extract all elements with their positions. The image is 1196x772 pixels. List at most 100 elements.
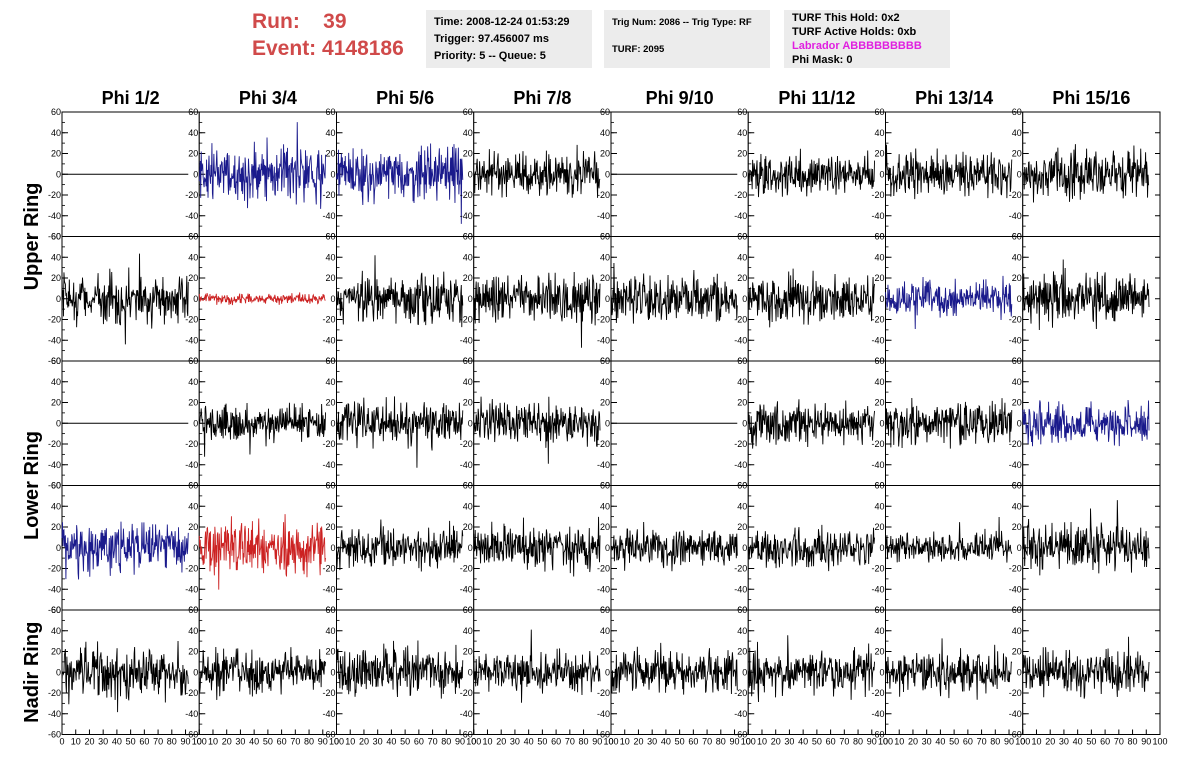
y-tick-label: 40 — [51, 377, 61, 387]
x-tick-label: 0 — [471, 737, 476, 747]
x-tick-label: 60 — [139, 737, 149, 747]
turf-active-holds-text: TURF Active Holds: 0xb — [792, 26, 917, 38]
y-tick-label: -40 — [185, 460, 198, 470]
x-tick-label: 50 — [1086, 737, 1096, 747]
y-tick-label: 20 — [874, 149, 884, 159]
y-tick-label: -40 — [460, 335, 473, 345]
y-tick-label: 20 — [188, 273, 198, 283]
x-tick-label: 70 — [565, 737, 575, 747]
x-tick-label: 70 — [702, 737, 712, 747]
y-tick-label: 60 — [1012, 481, 1022, 491]
y-tick-label: -20 — [871, 439, 884, 449]
y-tick-label: 0 — [605, 543, 610, 553]
y-tick-label: -60 — [48, 232, 61, 242]
y-tick-label: -40 — [597, 584, 610, 594]
y-tick-label: 60 — [737, 232, 747, 242]
y-tick-label: -60 — [48, 356, 61, 366]
x-tick-label: 90 — [1004, 737, 1014, 747]
y-tick-label: 40 — [51, 501, 61, 511]
y-tick-label: 60 — [874, 232, 884, 242]
y-tick-label: 0 — [193, 418, 198, 428]
x-tick-label: 0 — [1020, 737, 1025, 747]
y-tick-label: -40 — [322, 460, 335, 470]
y-tick-label: -20 — [322, 564, 335, 574]
y-tick-label: 40 — [325, 377, 335, 387]
x-tick-label: 90 — [181, 737, 191, 747]
waveform-trace — [885, 144, 1013, 200]
y-tick-label: 40 — [737, 128, 747, 138]
y-tick-label: 20 — [1012, 647, 1022, 657]
y-tick-label: 0 — [1017, 169, 1022, 179]
y-tick-label: -20 — [1009, 190, 1022, 200]
y-tick-label: 40 — [51, 626, 61, 636]
y-tick-label: 20 — [874, 273, 884, 283]
x-tick-label: 80 — [716, 737, 726, 747]
x-tick-label: 60 — [688, 737, 698, 747]
y-tick-label: 60 — [600, 605, 610, 615]
turf-text: TURF: 2095 — [612, 44, 665, 55]
y-tick-label: -40 — [460, 584, 473, 594]
waveform-trace — [747, 268, 875, 328]
y-tick-label: -40 — [322, 211, 335, 221]
y-tick-label: 60 — [600, 232, 610, 242]
waveform-trace — [473, 272, 601, 348]
x-tick-label: 100 — [741, 737, 756, 747]
column-header: Phi 13/14 — [915, 88, 993, 108]
x-tick-label: 20 — [496, 737, 506, 747]
y-tick-label: 0 — [56, 169, 61, 179]
y-tick-label: 40 — [1012, 377, 1022, 387]
y-tick-label: 20 — [600, 522, 610, 532]
y-tick-label: 0 — [330, 294, 335, 304]
y-tick-label: 60 — [51, 356, 61, 366]
waveform-trace — [198, 514, 326, 590]
x-tick-label: 90 — [1141, 737, 1151, 747]
y-tick-label: -40 — [48, 584, 61, 594]
trigger-text: Trigger: 97.456007 ms — [434, 33, 549, 45]
y-tick-label: 0 — [1017, 667, 1022, 677]
y-tick-label: 0 — [193, 543, 198, 553]
y-tick-label: 40 — [600, 252, 610, 262]
waveform-trace — [61, 253, 189, 345]
x-tick-label: 100 — [329, 737, 344, 747]
y-tick-label: 20 — [188, 647, 198, 657]
waveform-trace — [336, 143, 464, 224]
x-tick-label: 80 — [853, 737, 863, 747]
x-tick-label: 30 — [922, 737, 932, 747]
waveform-trace — [610, 263, 738, 324]
y-tick-label: 60 — [325, 232, 335, 242]
y-tick-label: -20 — [185, 439, 198, 449]
column-header: Phi 11/12 — [778, 88, 855, 108]
y-tick-label: 0 — [330, 418, 335, 428]
x-tick-label: 30 — [373, 737, 383, 747]
y-tick-label: -40 — [185, 709, 198, 719]
waveform-trace — [610, 521, 738, 572]
y-tick-label: -40 — [185, 211, 198, 221]
y-tick-label: -20 — [597, 439, 610, 449]
y-tick-label: 20 — [737, 398, 747, 408]
y-tick-label: 40 — [51, 128, 61, 138]
waveform-trace — [747, 148, 875, 198]
y-tick-label: -40 — [734, 584, 747, 594]
y-tick-label: 0 — [742, 418, 747, 428]
y-tick-label: -20 — [1009, 439, 1022, 449]
y-tick-label: 60 — [51, 107, 61, 117]
y-tick-label: 0 — [1017, 418, 1022, 428]
y-tick-label: -40 — [734, 211, 747, 221]
y-tick-label: -40 — [1009, 335, 1022, 345]
x-tick-label: 80 — [167, 737, 177, 747]
y-tick-label: 60 — [1012, 356, 1022, 366]
y-tick-label: 20 — [188, 149, 198, 159]
y-tick-label: 20 — [51, 522, 61, 532]
y-tick-label: 40 — [737, 377, 747, 387]
y-tick-label: 40 — [600, 501, 610, 511]
y-tick-label: -40 — [871, 211, 884, 221]
